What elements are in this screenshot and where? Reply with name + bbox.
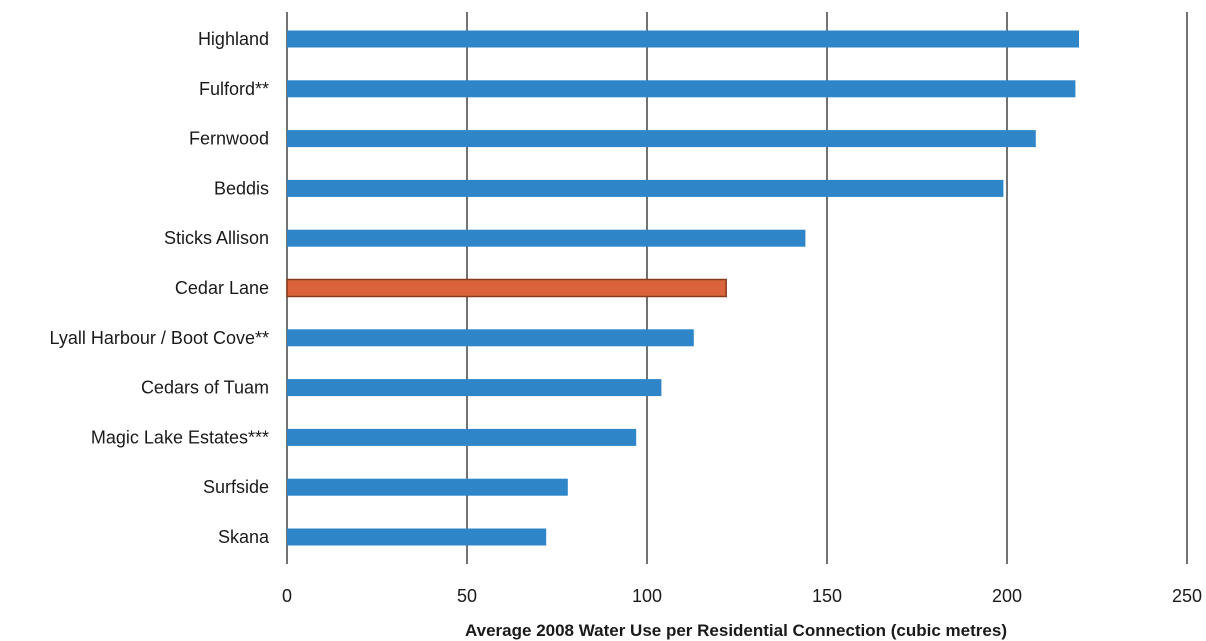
bar-cedar-lane [286, 278, 727, 298]
bar-cedars-of-tuam [287, 379, 662, 397]
x-tick-label: 150 [812, 586, 842, 606]
x-tick-label: 250 [1172, 586, 1202, 606]
category-label: Fulford** [199, 79, 269, 99]
bar-surfside [287, 478, 568, 496]
bar-highland [287, 30, 1079, 48]
bar-beddis [287, 179, 1004, 197]
category-label: Fernwood [189, 129, 269, 149]
bar-fulford [287, 80, 1076, 98]
x-tick-label: 50 [457, 586, 477, 606]
category-label: Skana [218, 527, 270, 547]
x-tick-label: 200 [992, 586, 1022, 606]
x-tick-label: 100 [632, 586, 662, 606]
category-label: Surfside [203, 477, 269, 497]
category-label: Magic Lake Estates*** [91, 427, 269, 447]
category-label: Highland [198, 29, 269, 49]
x-tick-label: 0 [282, 586, 292, 606]
bar-sticks-allison [287, 229, 806, 247]
x-axis-title: Average 2008 Water Use per Residential C… [465, 621, 1007, 640]
category-label: Sticks Allison [164, 228, 269, 248]
bars [286, 30, 1079, 546]
category-label: Beddis [214, 178, 269, 198]
bar-skana [287, 528, 547, 546]
category-labels: Highland Fulford** Fernwood Beddis Sticks Al… [50, 29, 270, 547]
x-tick-labels: 0 50 100 150 200 250 [282, 586, 1202, 606]
bar-magic-lake-estates [287, 428, 637, 446]
category-label: Cedar Lane [175, 278, 269, 298]
category-label: Lyall Harbour / Boot Cove** [50, 328, 269, 348]
bar-lyall-harbour-boot-cove [287, 329, 694, 347]
category-label: Cedars of Tuam [141, 378, 269, 398]
bar-fernwood [287, 130, 1036, 148]
